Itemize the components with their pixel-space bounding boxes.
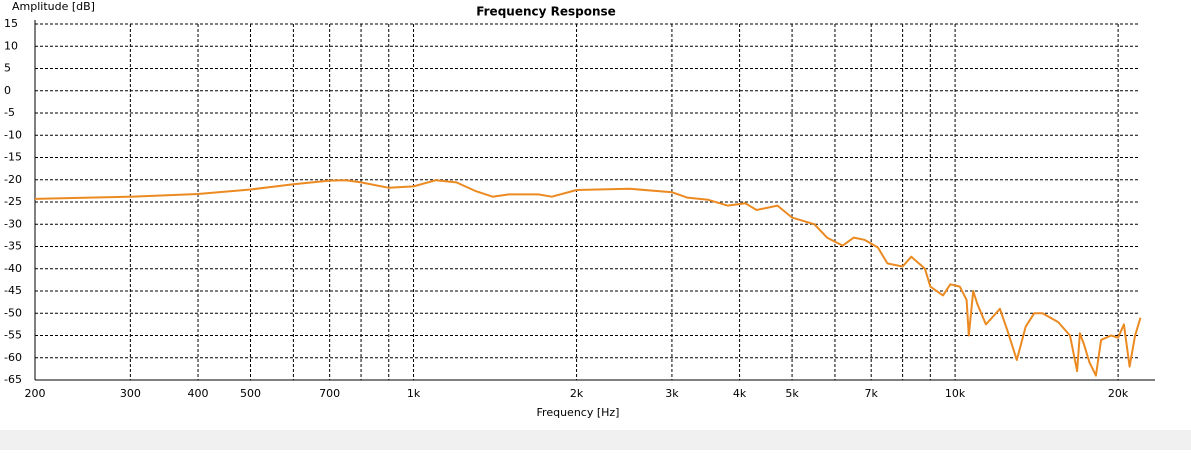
x-tick-label: 4k <box>733 387 747 400</box>
x-tick-label: 1k <box>407 387 421 400</box>
y-tick-label: -40 <box>4 262 22 275</box>
y-axis-label: Amplitude [dB] <box>12 0 95 13</box>
footer-strip <box>0 430 1191 450</box>
y-tick-label: -25 <box>4 195 22 208</box>
y-tick-label: -55 <box>4 329 22 342</box>
y-tick-label: -35 <box>4 240 22 253</box>
response-line <box>34 179 1142 377</box>
x-tick-label: 500 <box>240 387 261 400</box>
y-tick-label: -60 <box>4 351 22 364</box>
x-tick-label: 400 <box>188 387 209 400</box>
y-tick-label: -10 <box>4 128 22 141</box>
x-tick-label: 300 <box>120 387 141 400</box>
chart-title: Frequency Response <box>476 5 616 19</box>
x-tick-label: 5k <box>785 387 799 400</box>
x-tick-label: 10k <box>945 387 966 400</box>
y-tick-label: -20 <box>4 173 22 186</box>
y-tick-label: 15 <box>4 17 18 30</box>
x-tick-label: 700 <box>319 387 340 400</box>
x-tick-label: 200 <box>25 387 46 400</box>
y-tick-label: -30 <box>4 217 22 230</box>
y-tick-label: 0 <box>4 84 11 97</box>
x-tick-label: 2k <box>570 387 584 400</box>
y-tick-label: -5 <box>4 106 15 119</box>
y-tick-label: -50 <box>4 306 22 319</box>
y-tick-label: 10 <box>4 39 18 52</box>
y-tick-label: -15 <box>4 151 22 164</box>
x-axis-label: Frequency [Hz] <box>537 406 620 419</box>
x-tick-label: 7k <box>865 387 879 400</box>
x-tick-label: 3k <box>665 387 679 400</box>
y-tick-label: 5 <box>4 62 11 75</box>
y-tick-label: -45 <box>4 284 22 297</box>
y-tick-label: -65 <box>4 373 22 386</box>
x-tick-label: 20k <box>1108 387 1129 400</box>
